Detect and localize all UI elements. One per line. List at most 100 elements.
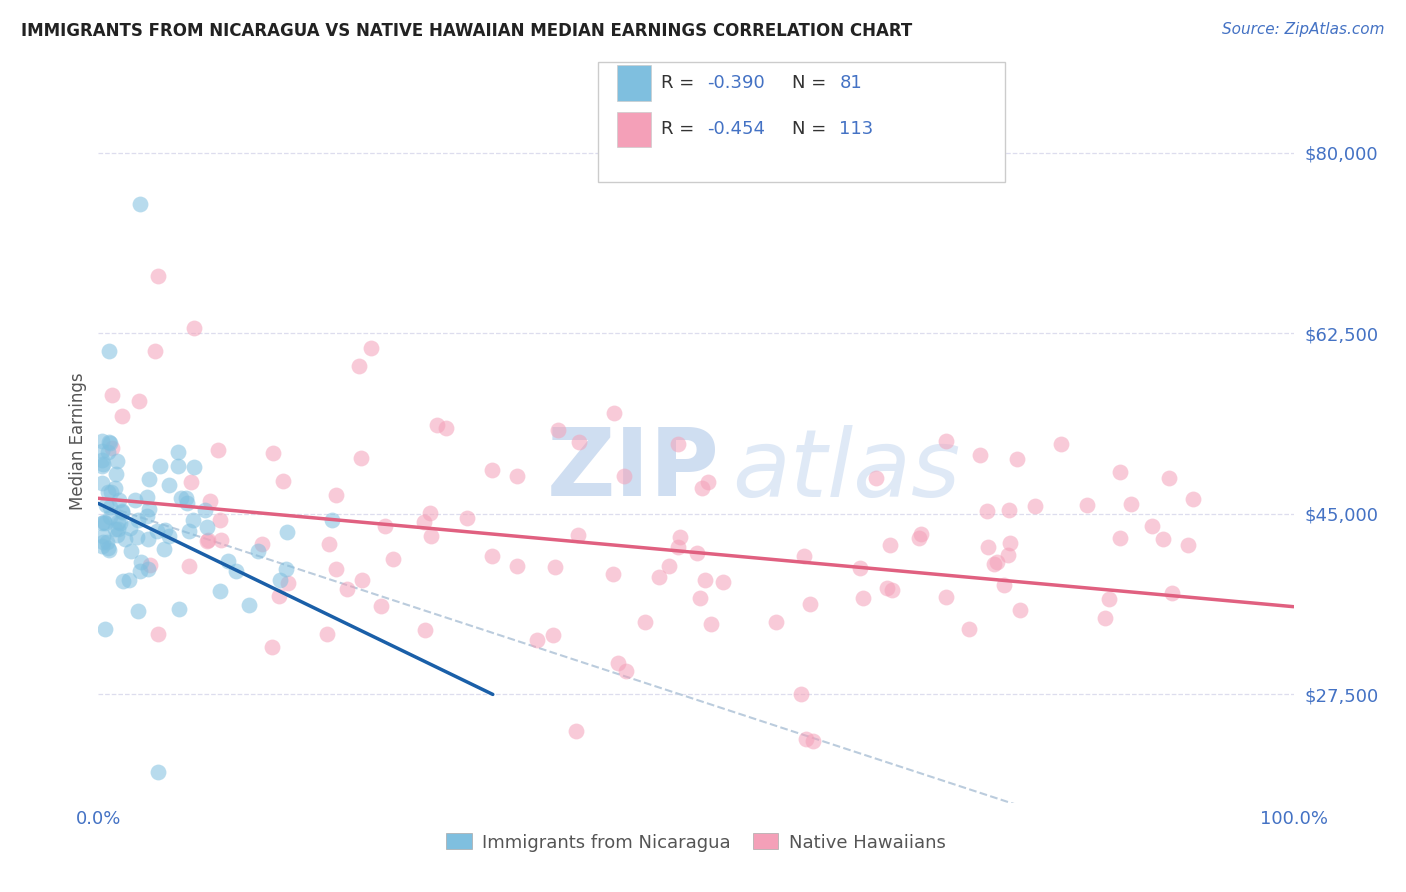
Point — [96, 499, 118, 513]
Point — [565, 723, 588, 738]
Point — [167, 458, 190, 473]
Point — [360, 342, 382, 356]
Point — [238, 599, 260, 613]
Point — [194, 503, 217, 517]
Y-axis label: Median Earnings: Median Earnings — [69, 373, 87, 510]
Point — [276, 524, 298, 539]
Point — [318, 537, 340, 551]
Point — [118, 521, 141, 535]
Point — [666, 437, 689, 451]
Point — [107, 515, 129, 529]
Point — [127, 530, 149, 544]
Point — [139, 558, 162, 572]
Point — [170, 491, 193, 505]
Point — [120, 544, 142, 558]
Point — [138, 472, 160, 486]
Point — [153, 542, 176, 557]
Point — [207, 442, 229, 457]
Point — [1159, 471, 1181, 485]
Point — [105, 467, 128, 481]
Point — [602, 567, 624, 582]
Text: 113: 113 — [839, 120, 873, 138]
Point — [91, 434, 114, 448]
Point — [481, 549, 503, 563]
Point — [993, 578, 1015, 592]
Point — [420, 529, 443, 543]
Point — [91, 458, 114, 472]
Point — [101, 442, 124, 456]
Text: N =: N = — [792, 120, 831, 138]
Point — [124, 493, 146, 508]
Point — [98, 435, 121, 450]
Text: R =: R = — [661, 120, 700, 138]
Point — [183, 321, 205, 335]
Point — [91, 475, 114, 490]
Point — [181, 513, 204, 527]
Point — [176, 496, 198, 510]
Point — [105, 454, 128, 468]
Point — [271, 474, 294, 488]
Point — [711, 575, 734, 590]
Point — [541, 628, 564, 642]
Point — [269, 574, 291, 588]
Point — [1181, 491, 1204, 506]
Text: ZIP: ZIP — [547, 425, 720, 516]
Point — [94, 622, 117, 636]
Text: IMMIGRANTS FROM NICARAGUA VS NATIVE HAWAIIAN MEDIAN EARNINGS CORRELATION CHART: IMMIGRANTS FROM NICARAGUA VS NATIVE HAWA… — [21, 22, 912, 40]
Point — [1121, 497, 1143, 511]
Point — [794, 731, 817, 746]
Point — [138, 502, 160, 516]
Point — [957, 623, 980, 637]
Text: N =: N = — [792, 74, 831, 92]
Point — [567, 528, 589, 542]
Point — [96, 445, 118, 459]
Point — [91, 516, 114, 530]
Point — [1094, 611, 1116, 625]
Point — [935, 434, 957, 449]
Point — [93, 516, 115, 530]
Point — [547, 423, 569, 437]
Point — [183, 460, 205, 475]
Point — [612, 469, 634, 483]
Text: Source: ZipAtlas.com: Source: ZipAtlas.com — [1222, 22, 1385, 37]
Point — [998, 536, 1021, 550]
Point — [350, 573, 373, 587]
Point — [100, 388, 122, 402]
Point — [127, 604, 149, 618]
Point — [969, 448, 991, 462]
Point — [167, 602, 190, 616]
Point — [689, 591, 711, 605]
Point — [526, 632, 548, 647]
Legend: Immigrants from Nicaragua, Native Hawaiians: Immigrants from Nicaragua, Native Hawaii… — [439, 826, 953, 859]
Point — [263, 446, 285, 460]
Point — [148, 269, 170, 284]
Point — [111, 574, 134, 589]
Point — [208, 584, 231, 599]
Point — [98, 500, 121, 515]
Point — [977, 540, 1000, 554]
Point — [1076, 499, 1098, 513]
Point — [976, 503, 998, 517]
Point — [1177, 538, 1199, 552]
Point — [100, 510, 122, 524]
Point — [148, 764, 170, 779]
Point — [648, 569, 671, 583]
Point — [543, 559, 565, 574]
Point — [686, 545, 709, 559]
Point — [374, 519, 396, 533]
Point — [180, 475, 202, 490]
Point — [997, 503, 1019, 517]
Point — [100, 485, 122, 500]
Point — [1050, 437, 1073, 451]
Point — [276, 562, 298, 576]
Point — [370, 599, 392, 614]
Text: -0.390: -0.390 — [707, 74, 765, 92]
Point — [325, 562, 347, 576]
Point — [91, 539, 114, 553]
Point — [93, 529, 115, 543]
Point — [666, 541, 689, 555]
Point — [876, 581, 898, 595]
Point — [269, 590, 291, 604]
Point — [603, 406, 626, 420]
Point — [145, 343, 167, 358]
